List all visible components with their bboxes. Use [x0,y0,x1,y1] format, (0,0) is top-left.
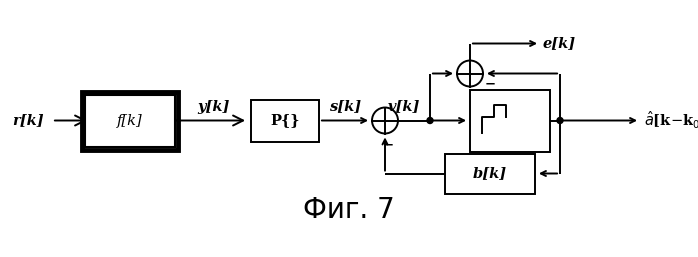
Bar [445,153,535,194]
Bar [470,89,550,151]
Bar [85,95,175,146]
Text: s[k]: s[k] [329,99,362,114]
Text: $\hat{a}$[k$-$k$_0$]: $\hat{a}$[k$-$k$_0$] [644,110,698,131]
Text: Фиг. 7: Фиг. 7 [303,197,395,225]
Circle shape [457,60,483,87]
Text: v[k]: v[k] [387,99,420,114]
Bar [82,91,178,150]
Circle shape [372,107,398,133]
Bar [251,99,319,142]
Text: r[k]: r[k] [12,114,43,127]
Text: f[k]: f[k] [117,114,143,127]
Text: y[k]: y[k] [197,99,229,114]
Text: e[k]: e[k] [543,36,576,50]
Circle shape [427,117,433,124]
Text: −: − [383,139,394,151]
Text: P{}: P{} [270,114,299,127]
Text: −: − [485,78,496,90]
Circle shape [557,117,563,124]
Text: b[k]: b[k] [473,167,507,180]
